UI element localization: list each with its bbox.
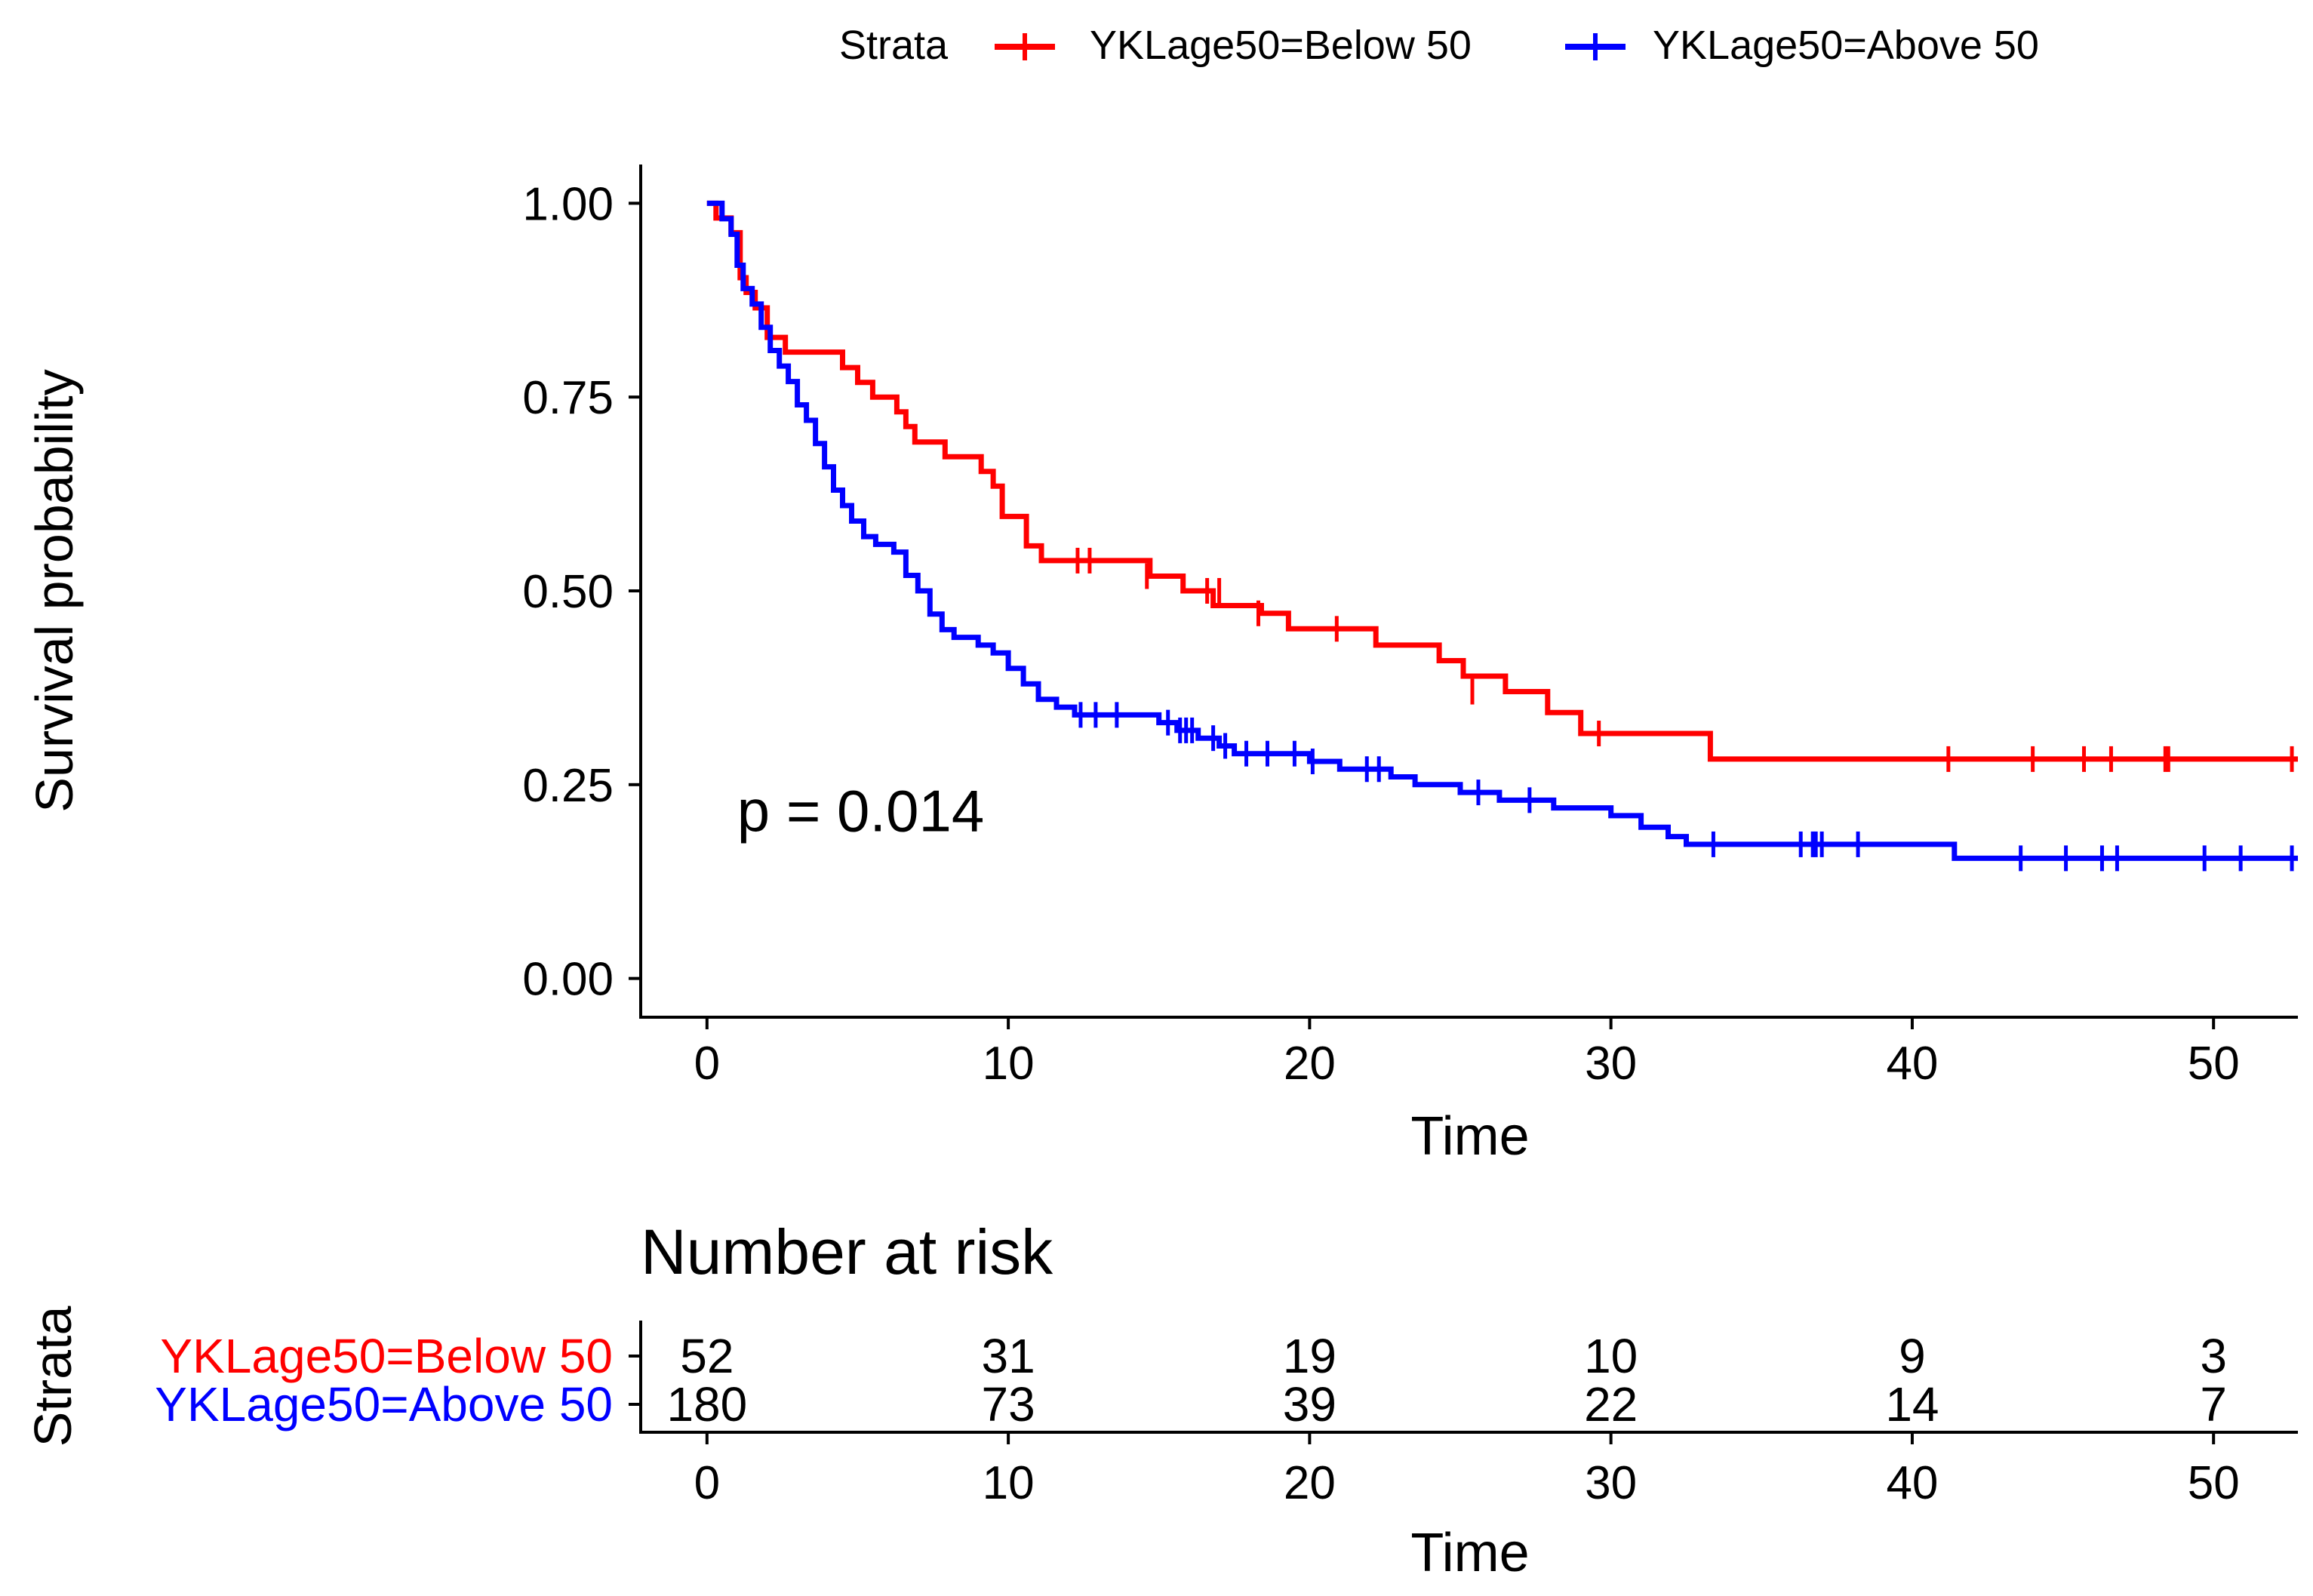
risk-count: 7 (2200, 1377, 2227, 1431)
y-tick-label: 0.75 (522, 372, 614, 424)
risk-count: 22 (1584, 1377, 1638, 1431)
y-tick-label: 0.25 (522, 760, 614, 812)
risk-x-tick-label: 30 (1585, 1457, 1637, 1509)
risk-row-label-above-50: YKLage50=Above 50 (155, 1377, 613, 1431)
main-plot: 0.00 0.25 0.50 0.75 1.00 0 10 20 30 40 50 p = 0.0… (25, 165, 2298, 1167)
p-value-annotation: p = 0.014 (737, 777, 984, 844)
risk-table-title: Number at risk (641, 1216, 1053, 1287)
risk-counts: 52 31 19 10 9 3 180 73 39 22 14 7 (666, 1329, 2227, 1431)
legend-label-below-50: YKLage50=Below 50 (1090, 23, 1472, 68)
survival-curve-below-50 (706, 200, 2298, 762)
risk-x-tick-label: 10 (983, 1457, 1035, 1509)
risk-table: Number at risk YKLage50=Below 50 YKLage5… (23, 1216, 2298, 1583)
risk-count: 52 (680, 1329, 734, 1383)
y-ticks: 0.00 0.25 0.50 0.75 1.00 (522, 178, 641, 1006)
risk-count: 3 (2200, 1329, 2227, 1383)
survival-curve-above-50 (706, 200, 2298, 861)
y-tick-label: 0.50 (522, 566, 614, 618)
x-axis-title: Time (1410, 1106, 1529, 1167)
risk-row-label-below-50: YKLage50=Below 50 (160, 1329, 613, 1383)
risk-x-ticks: 0 10 20 30 40 50 (694, 1432, 2240, 1509)
risk-x-tick-label: 20 (1284, 1457, 1336, 1509)
risk-x-tick-label: 0 (694, 1457, 720, 1509)
risk-x-tick-label: 50 (2188, 1457, 2240, 1509)
risk-count: 180 (666, 1377, 747, 1431)
x-tick-label: 10 (983, 1038, 1035, 1090)
legend: Strata YKLage50=Below 50 YKLage50=Above … (839, 23, 2039, 68)
x-tick-label: 20 (1284, 1038, 1336, 1090)
risk-table-x-axis-title: Time (1410, 1523, 1529, 1583)
x-tick-label: 40 (1886, 1038, 1938, 1090)
risk-count: 10 (1584, 1329, 1638, 1383)
risk-count: 14 (1885, 1377, 1939, 1431)
risk-x-tick-label: 40 (1886, 1457, 1938, 1509)
risk-count: 39 (1283, 1377, 1336, 1431)
x-ticks: 0 10 20 30 40 50 (694, 1017, 2240, 1090)
x-tick-label: 30 (1585, 1038, 1637, 1090)
series-layer (706, 200, 2298, 872)
legend-label-above-50: YKLage50=Above 50 (1653, 23, 2039, 68)
y-axis-title: Survival probability (25, 369, 84, 812)
legend-title: Strata (839, 23, 949, 68)
x-tick-label: 0 (694, 1038, 720, 1090)
risk-count: 19 (1283, 1329, 1336, 1383)
risk-count: 9 (1899, 1329, 1926, 1383)
x-tick-label: 50 (2188, 1038, 2240, 1090)
y-tick-label: 1.00 (522, 178, 614, 230)
risk-table-y-axis-title: Strata (23, 1306, 82, 1447)
y-tick-label: 0.00 (522, 954, 614, 1006)
risk-count: 73 (982, 1377, 1035, 1431)
risk-count: 31 (982, 1329, 1035, 1383)
